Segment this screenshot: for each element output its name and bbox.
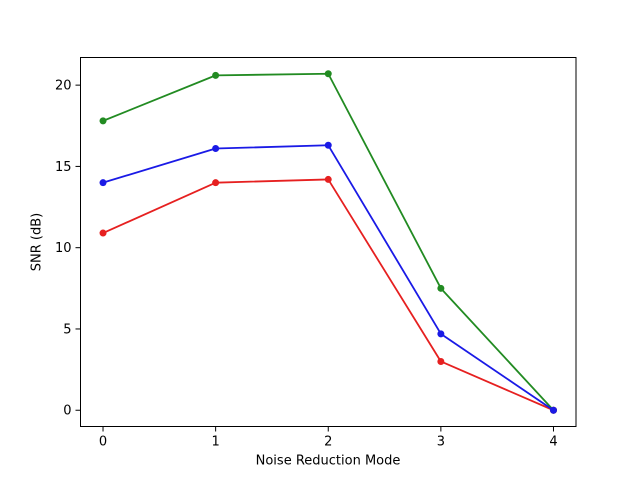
- series-red-line: [102, 178, 554, 412]
- series-blue-marker: [549, 406, 557, 414]
- series-blue-marker: [437, 330, 445, 338]
- y-tick-label: 0: [63, 404, 71, 419]
- y-tick-label: 15: [55, 160, 72, 175]
- y-tick-label: 20: [55, 79, 72, 94]
- x-tick-label: 0: [99, 435, 107, 450]
- x-tick-label: 4: [549, 435, 557, 450]
- series-green-marker: [437, 284, 445, 292]
- y-axis-label: SNR (dB): [29, 212, 45, 272]
- series-green-line: [102, 72, 555, 411]
- x-tick-label: 3: [437, 435, 445, 450]
- x-axis-label: Noise Reduction Mode: [255, 453, 401, 469]
- plot-border: [80, 57, 577, 427]
- series-red-marker: [437, 357, 445, 365]
- series-red-marker: [324, 175, 332, 183]
- y-tick-label: 5: [63, 322, 71, 337]
- series-red-marker: [99, 229, 107, 237]
- series-green-marker: [212, 71, 220, 79]
- y-tick-label: 10: [55, 241, 72, 256]
- series-blue-marker: [324, 141, 332, 149]
- series-blue-line: [102, 144, 554, 411]
- x-tick-label: 1: [211, 435, 219, 450]
- series-green-marker: [99, 117, 107, 125]
- series-blue-marker: [99, 179, 107, 187]
- x-tick-label: 2: [324, 435, 332, 450]
- series-green-marker: [324, 70, 332, 78]
- series-red-marker: [212, 179, 220, 187]
- series-blue-marker: [212, 145, 220, 153]
